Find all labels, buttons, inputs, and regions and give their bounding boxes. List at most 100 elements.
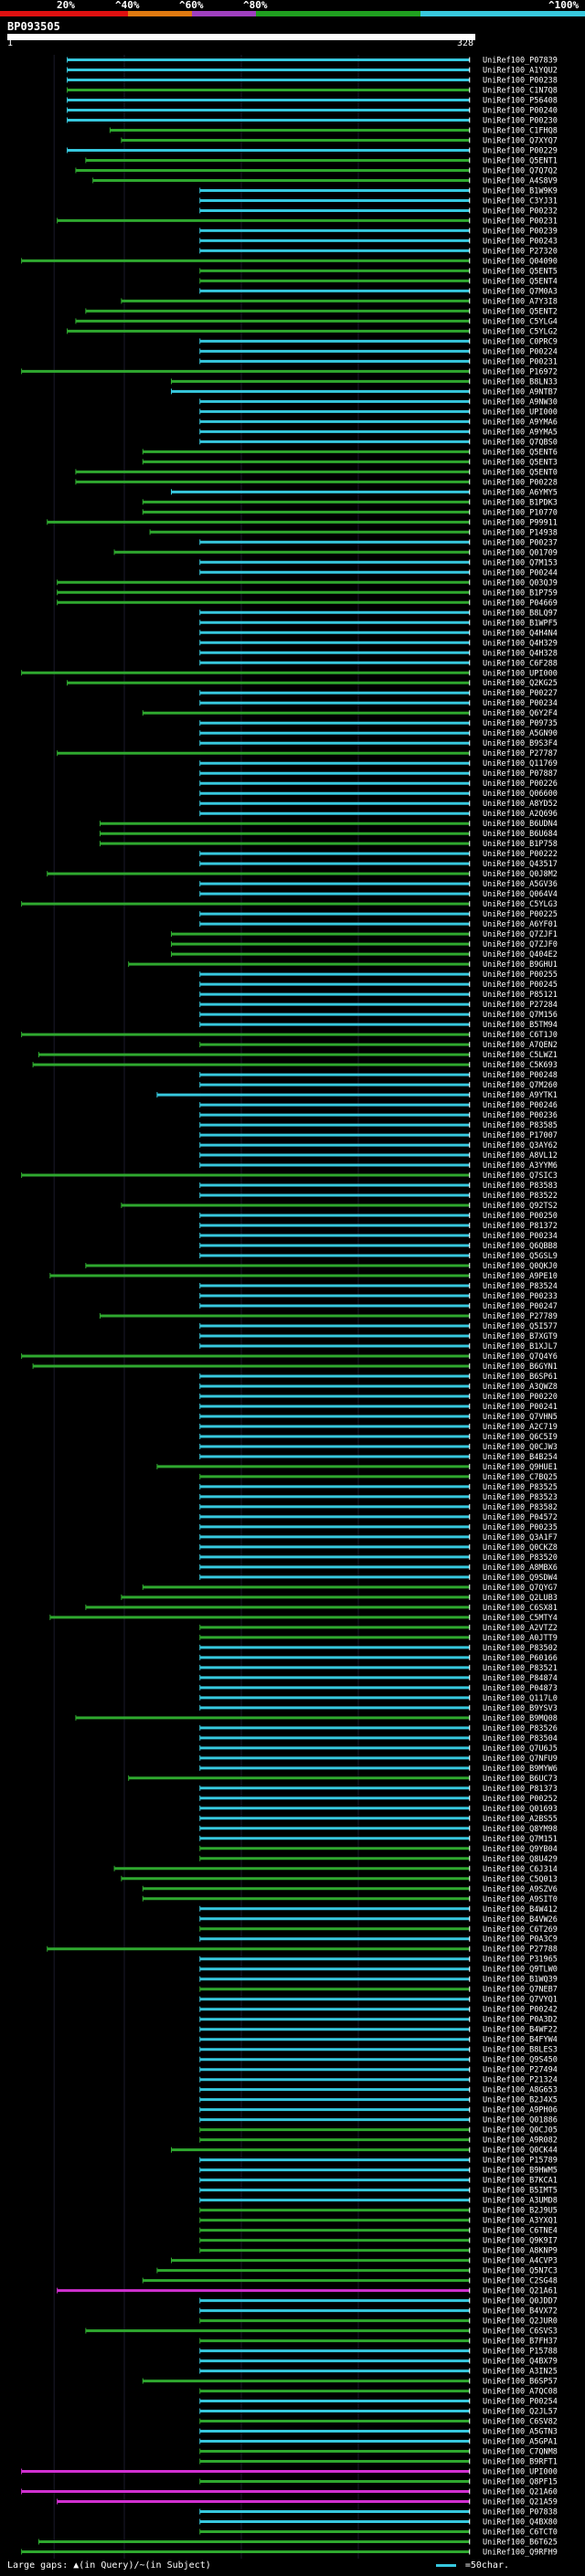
hit-row[interactable]: UniRef100_C2SG48 (142, 2277, 558, 2286)
hit-row[interactable]: UniRef100_Q4BX80 (199, 2518, 558, 2528)
hit-row[interactable]: UniRef100_C5LWZ1 (37, 1051, 558, 1060)
hit-row[interactable]: UniRef100_A8KNP9 (199, 2247, 558, 2256)
hit-label[interactable]: UniRef100_A8MBX6 (483, 1564, 558, 1573)
hit-row[interactable]: UniRef100_P00237 (199, 538, 558, 547)
hit-label[interactable]: UniRef100_P15788 (483, 2348, 558, 2357)
hit-label[interactable]: UniRef100_P09735 (483, 719, 558, 728)
hit-label[interactable]: UniRef100_P83583 (483, 1182, 558, 1191)
hit-row[interactable]: UniRef100_B9HWM5 (199, 2167, 558, 2176)
hit-label[interactable]: UniRef100_B9S3F4 (483, 739, 558, 748)
hit-label[interactable]: UniRef100_P07887 (483, 769, 558, 779)
hit-label[interactable]: UniRef100_B5TM94 (483, 1021, 558, 1030)
hit-row[interactable]: UniRef100_P83524 (199, 1282, 558, 1291)
hit-label[interactable]: UniRef100_B4VX72 (483, 2307, 558, 2316)
hit-row[interactable]: UniRef100_C6SX81 (85, 1604, 558, 1613)
hit-label[interactable]: UniRef100_Q2LUB3 (483, 1594, 558, 1603)
hit-label[interactable]: UniRef100_Q11769 (483, 759, 558, 769)
hit-label[interactable]: UniRef100_A3UMD8 (483, 2197, 558, 2206)
hit-label[interactable]: UniRef100_Q9RFH9 (483, 2549, 558, 2558)
hit-label[interactable]: UniRef100_Q4BX80 (483, 2518, 558, 2528)
hit-row[interactable]: UniRef100_Q2LUB3 (121, 1594, 558, 1603)
hit-row[interactable]: UniRef100_A3UMD8 (199, 2197, 558, 2206)
hit-row[interactable]: UniRef100_Q9HUE1 (156, 1463, 558, 1472)
hit-row[interactable]: UniRef100_P83504 (199, 1734, 558, 1744)
hit-label[interactable]: UniRef100_Q9S450 (483, 2056, 558, 2065)
hit-label[interactable]: UniRef100_B7FH37 (483, 2337, 558, 2347)
hit-label[interactable]: UniRef100_Q7VYQ1 (483, 1996, 558, 2005)
hit-label[interactable]: UniRef100_B6SP57 (483, 2378, 558, 2387)
hit-label[interactable]: UniRef100_P00237 (483, 538, 558, 547)
hit-label[interactable]: UniRef100_P00233 (483, 1292, 558, 1301)
hit-row[interactable]: UniRef100_Q8PF15 (199, 2478, 558, 2487)
hit-label[interactable]: UniRef100_B5IMT5 (483, 2187, 558, 2196)
hit-row[interactable]: UniRef100_Q03QJ9 (57, 578, 558, 588)
hit-row[interactable]: UniRef100_P00230 (67, 116, 558, 125)
hit-label[interactable]: UniRef100_B2J9U5 (483, 2207, 558, 2216)
hit-label[interactable]: UniRef100_Q7Q4Y6 (483, 1352, 558, 1362)
hit-row[interactable]: UniRef100_C1FHQ8 (109, 126, 558, 135)
hit-label[interactable]: UniRef100_C6SVS3 (483, 2327, 558, 2337)
hit-row[interactable]: UniRef100_P00231 (57, 217, 558, 226)
hit-label[interactable]: UniRef100_UPI000 (483, 669, 558, 678)
hit-row[interactable]: UniRef100_B4FYW4 (199, 2036, 558, 2045)
hit-label[interactable]: UniRef100_B7KCA1 (483, 2177, 558, 2186)
hit-label[interactable]: UniRef100_B9RFT1 (483, 2458, 558, 2467)
hit-row[interactable]: UniRef100_Q6Y2F4 (142, 709, 558, 718)
hit-row[interactable]: UniRef100_Q11769 (199, 759, 558, 769)
hit-row[interactable]: UniRef100_A9PH06 (199, 2106, 558, 2115)
hit-row[interactable]: UniRef100_B1PDK3 (142, 498, 558, 507)
hit-label[interactable]: UniRef100_P00231 (483, 357, 558, 366)
hit-row[interactable]: UniRef100_P14938 (149, 528, 558, 537)
hit-label[interactable]: UniRef100_B7XGT9 (483, 1332, 558, 1341)
hit-row[interactable]: UniRef100_P00245 (199, 981, 558, 990)
hit-row[interactable]: UniRef100_P00234 (199, 1232, 558, 1241)
hit-label[interactable]: UniRef100_Q4H328 (483, 649, 558, 658)
hit-row[interactable]: UniRef100_A7Y3I8 (121, 297, 558, 306)
hit-label[interactable]: UniRef100_B6SP61 (483, 1373, 558, 1382)
hit-label[interactable]: UniRef100_P00230 (483, 116, 558, 125)
hit-label[interactable]: UniRef100_Q21A60 (483, 2488, 558, 2497)
hit-label[interactable]: UniRef100_P14938 (483, 528, 558, 537)
hit-row[interactable]: UniRef100_Q01693 (199, 1805, 558, 1814)
hit-row[interactable]: UniRef100_B1XJL7 (199, 1342, 558, 1352)
hit-row[interactable]: UniRef100_Q9S450 (199, 2056, 558, 2065)
hit-row[interactable]: UniRef100_A6YMY5 (171, 488, 558, 497)
hit-row[interactable]: UniRef100_Q5I577 (199, 1322, 558, 1331)
hit-label[interactable]: UniRef100_C5YLG3 (483, 900, 558, 909)
hit-label[interactable]: UniRef100_B9MYW6 (483, 1765, 558, 1774)
hit-row[interactable]: UniRef100_A1YQU2 (67, 66, 558, 75)
hit-label[interactable]: UniRef100_Q9K9I7 (483, 2237, 558, 2246)
hit-row[interactable]: UniRef100_C5YLG3 (21, 900, 558, 909)
hit-label[interactable]: UniRef100_B8LQ97 (483, 609, 558, 618)
hit-row[interactable]: UniRef100_A0JTT9 (199, 1634, 558, 1643)
hit-row[interactable]: UniRef100_C6T269 (199, 1925, 558, 1935)
hit-label[interactable]: UniRef100_B6UDN4 (483, 820, 558, 829)
hit-row[interactable]: UniRef100_C6SV82 (199, 2418, 558, 2427)
hit-label[interactable]: UniRef100_Q7NFU9 (483, 1754, 558, 1764)
hit-label[interactable]: UniRef100_Q0CKZ8 (483, 1543, 558, 1553)
hit-label[interactable]: UniRef100_A3YYM6 (483, 1161, 558, 1171)
hit-label[interactable]: UniRef100_P83524 (483, 1282, 558, 1291)
hit-label[interactable]: UniRef100_P04572 (483, 1513, 558, 1522)
hit-row[interactable]: UniRef100_P0A3D2 (199, 2016, 558, 2025)
hit-row[interactable]: UniRef100_B6SP57 (142, 2378, 558, 2387)
hit-label[interactable]: UniRef100_Q0QKJ0 (483, 1262, 558, 1271)
hit-row[interactable]: UniRef100_B8LQ97 (199, 609, 558, 618)
hit-row[interactable]: UniRef100_P00252 (199, 1795, 558, 1804)
hit-row[interactable]: UniRef100_A2VTZ2 (199, 1624, 558, 1633)
hit-label[interactable]: UniRef100_A9SIT0 (483, 1895, 558, 1904)
hit-row[interactable]: UniRef100_B9MQ08 (75, 1714, 558, 1723)
hit-label[interactable]: UniRef100_B1P758 (483, 840, 558, 849)
hit-row[interactable]: UniRef100_A4S8V9 (92, 176, 558, 186)
hit-label[interactable]: UniRef100_Q7NEB7 (483, 1986, 558, 1995)
hit-row[interactable]: UniRef100_P00226 (199, 779, 558, 789)
hit-row[interactable]: UniRef100_P00241 (199, 1403, 558, 1412)
hit-label[interactable]: UniRef100_Q0CJW3 (483, 1443, 558, 1452)
hit-label[interactable]: UniRef100_P83502 (483, 1644, 558, 1653)
hit-row[interactable]: UniRef100_P00240 (67, 106, 558, 115)
hit-row[interactable]: UniRef100_C6J314 (113, 1865, 558, 1874)
hit-label[interactable]: UniRef100_A1YQU2 (483, 66, 558, 75)
hit-label[interactable]: UniRef100_Q8YM98 (483, 1825, 558, 1834)
hit-row[interactable]: UniRef100_C6F288 (199, 659, 558, 668)
hit-label[interactable]: UniRef100_Q7ZJF0 (483, 940, 558, 949)
